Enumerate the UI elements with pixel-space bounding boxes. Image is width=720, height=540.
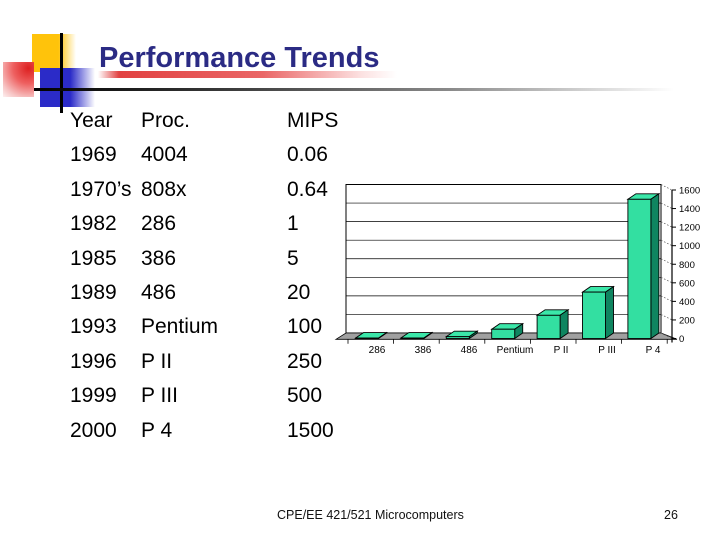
table-cell: 20	[287, 281, 311, 305]
logo-yellow-square	[32, 34, 76, 72]
chart-bar	[627, 198, 652, 339]
table-cell: 1999	[70, 384, 117, 408]
chart-y-tick-label: 600	[679, 278, 695, 289]
table-cell: 386	[141, 246, 177, 270]
table-cell: 1993	[70, 315, 117, 339]
table-cell: 1	[287, 212, 299, 236]
processor-table: Year Proc. MIPS 1969 4004 0.06 1970’s 808x 0.64 1…	[70, 104, 407, 448]
chart-bar-side	[605, 285, 614, 340]
table-header-cell: MIPS	[287, 109, 339, 132]
table-cell: P 4	[141, 418, 173, 442]
chart-y-tick-connector	[660, 332, 673, 339]
table-header-cell: Year	[70, 109, 113, 132]
chart-bar	[491, 328, 516, 339]
mips-bar-chart: 0 200 400 600 800 1000 1200 1400 1600 286 386 486 Pe…	[334, 184, 700, 356]
footer-course: CPE/EE 421/521 Microcomputers	[277, 508, 464, 522]
chart-bar	[445, 336, 470, 339]
page-title: Performance Trends	[99, 42, 380, 74]
table-cell: 486	[141, 281, 177, 305]
chart-y-tick-connector	[660, 239, 673, 247]
chart-y-tick-label: 0	[679, 334, 684, 345]
title-rule	[34, 88, 674, 91]
table-cell: 2000	[70, 418, 117, 442]
chart-bar	[582, 291, 606, 339]
chart-bar-side	[559, 308, 569, 340]
chart-x-label: P II	[554, 345, 569, 356]
chart-bar-side	[650, 192, 660, 340]
table-cell: 0.64	[287, 177, 328, 201]
table-cell: 100	[287, 315, 323, 339]
chart-y-tick-connector	[660, 202, 673, 209]
chart-y-tick-label: 1400	[679, 204, 700, 215]
footer-page-number: 26	[664, 508, 678, 522]
logo-vertical-line	[60, 33, 63, 113]
table-cell: 1500	[287, 418, 334, 442]
chart-y-tick-label: 800	[679, 260, 695, 271]
chart-y-tick-connector	[660, 314, 673, 321]
logo-red-square	[3, 62, 34, 97]
logo-blue-square	[40, 68, 95, 107]
table-cell: 250	[287, 349, 323, 373]
chart-y-tick-connector	[660, 258, 673, 265]
chart-x-label: P III	[598, 345, 616, 356]
table-cell: 1970’s	[70, 177, 132, 201]
table-cell: 1969	[70, 143, 117, 167]
table-cell: Pentium	[141, 315, 219, 339]
table-cell: 1982	[70, 212, 117, 236]
chart-y-tick-connector	[660, 184, 673, 191]
chart-x-label: P 4	[646, 345, 661, 356]
table-cell: 500	[287, 384, 323, 408]
table-cell: 808x	[141, 177, 187, 201]
chart-y-tick-connector	[660, 276, 673, 284]
table-cell: 5	[287, 246, 299, 270]
chart-y-tick-label: 1000	[679, 241, 700, 252]
chart-y-tick-label: 400	[679, 297, 695, 308]
table-cell: 4004	[141, 143, 188, 167]
table-cell: 286	[141, 212, 177, 236]
chart-bar	[536, 314, 561, 339]
table-cell: P II	[141, 349, 173, 373]
chart-y-tick-connector	[660, 295, 673, 302]
table-header-cell: Proc.	[141, 109, 191, 132]
table-cell: 1989	[70, 281, 117, 305]
chart-x-label: 486	[461, 345, 478, 356]
table-cell: P III	[141, 384, 178, 408]
chart-y-tick-label: 1600	[679, 186, 700, 197]
table-cell: 1985	[70, 246, 117, 270]
table-cell: 0.06	[287, 143, 328, 167]
table-cell: 1996	[70, 349, 117, 373]
chart-x-label: Pentium	[497, 345, 534, 356]
chart-y-tick-label: 1200	[679, 223, 700, 234]
chart-x-label: 286	[369, 345, 386, 356]
chart-y-tick-connector	[660, 221, 673, 228]
title-red-underline	[98, 71, 397, 78]
chart-y-tick-label: 200	[679, 315, 695, 326]
chart-x-label: 386	[415, 345, 432, 356]
